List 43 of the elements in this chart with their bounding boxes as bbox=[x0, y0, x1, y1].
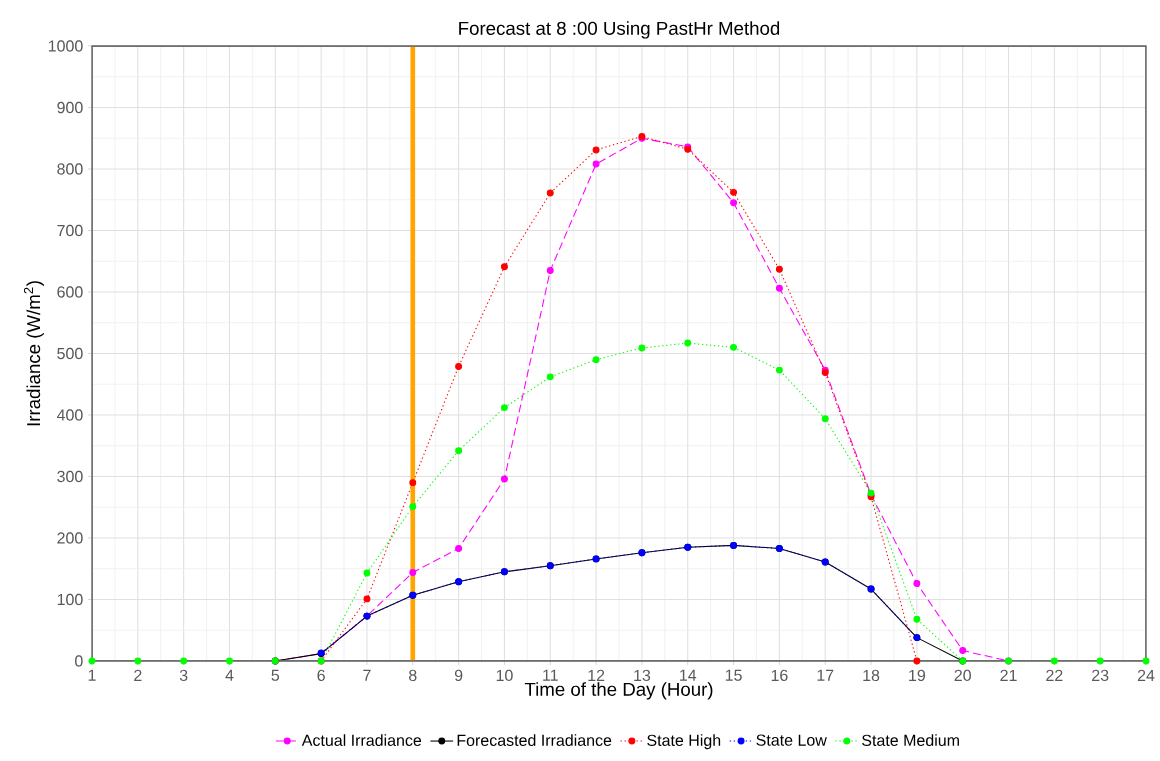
x-tick-label: 13 bbox=[634, 669, 651, 682]
x-tick-label: 5 bbox=[271, 669, 280, 681]
x-tick-label: 9 bbox=[454, 669, 463, 682]
x-tick-label: 11 bbox=[543, 669, 558, 681]
x-tick-label: 14 bbox=[680, 669, 697, 681]
y-tick-label: 1000 bbox=[48, 40, 83, 52]
x-tick-label: 2 bbox=[134, 669, 142, 681]
x-tick-label: 6 bbox=[317, 669, 325, 682]
legend-label: State Low bbox=[756, 734, 827, 746]
x-tick-label: 8 bbox=[409, 669, 417, 682]
y-tick-label: 200 bbox=[57, 532, 83, 544]
x-tick-label: 3 bbox=[179, 669, 188, 682]
x-tick-label: 23 bbox=[1092, 669, 1109, 682]
y-tick-label: 800 bbox=[57, 163, 83, 175]
x-tick-label: 15 bbox=[725, 669, 742, 681]
y-tick-label: 900 bbox=[57, 101, 83, 114]
y-tick-label: 0 bbox=[75, 655, 83, 667]
x-tick-label: 12 bbox=[588, 669, 605, 681]
x-tick-label: 18 bbox=[863, 669, 880, 682]
legend-label: Forecasted Irradiance bbox=[457, 734, 612, 746]
legend-label: State High bbox=[647, 734, 721, 750]
x-tick-label: 4 bbox=[225, 669, 234, 681]
legend-label: State Medium bbox=[862, 734, 959, 746]
x-axis-title: Time of the Day (Hour) bbox=[524, 682, 713, 700]
x-tick-label: 7 bbox=[363, 669, 371, 681]
x-tick-label: 19 bbox=[909, 669, 926, 682]
y-tick-label: 400 bbox=[56, 409, 83, 421]
x-tick-label: 20 bbox=[954, 669, 971, 682]
y-axis-title: Irradiance (W/m$^{2}$) bbox=[23, 281, 44, 426]
x-tick-label: 21 bbox=[1000, 669, 1017, 681]
x-tick-label: 17 bbox=[817, 669, 834, 681]
y-tick-label: 700 bbox=[57, 224, 83, 237]
y-tick-label: 100 bbox=[57, 593, 83, 606]
chart-title: Forecast at 8 :00 Using PastHr Method bbox=[459, 21, 780, 39]
y-tick-label: 300 bbox=[57, 470, 83, 483]
y-tick-label: 500 bbox=[57, 347, 83, 360]
y-tick-label: 600 bbox=[57, 286, 83, 298]
x-tick-label: 24 bbox=[1137, 669, 1155, 681]
x-tick-label: 10 bbox=[496, 669, 513, 682]
x-tick-label: 1 bbox=[88, 669, 96, 681]
x-tick-label: 22 bbox=[1046, 669, 1063, 681]
x-tick-label: 16 bbox=[771, 669, 788, 682]
legend-label: Actual Irradiance bbox=[301, 734, 422, 746]
